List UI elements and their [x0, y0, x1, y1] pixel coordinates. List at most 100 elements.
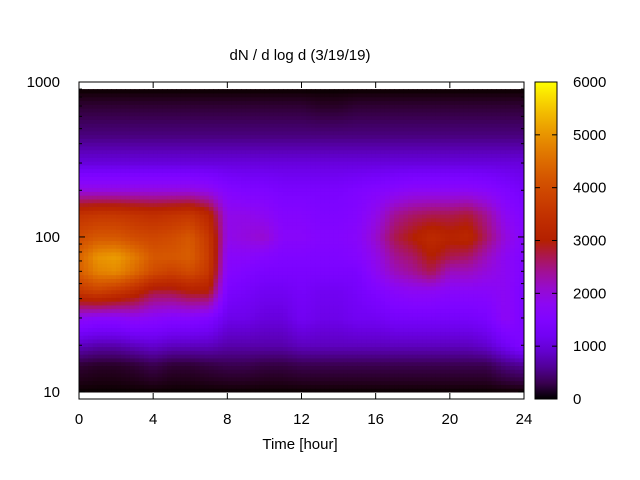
heatmap-cell [338, 369, 344, 374]
heatmap-cell [301, 319, 307, 325]
heatmap-cell [148, 157, 154, 162]
heatmap-cell [255, 161, 261, 166]
heatmap-cell [306, 236, 312, 242]
heatmap-cell [208, 282, 215, 287]
heatmap-cell [255, 119, 261, 124]
heatmap-cell [310, 376, 317, 382]
heatmap-cell [162, 248, 168, 253]
heatmap-cell [213, 115, 219, 120]
heatmap-cell [92, 331, 99, 336]
heatmap-cell [162, 380, 168, 385]
heatmap-cell [329, 236, 335, 242]
heatmap-cell [204, 206, 210, 211]
heatmap-cell [139, 145, 145, 151]
heatmap-cell [92, 104, 99, 109]
heatmap-cell [171, 240, 177, 245]
heatmap-cell [134, 198, 140, 204]
heatmap-cell [190, 179, 196, 185]
heatmap-cell [343, 369, 349, 374]
heatmap-cell [204, 361, 210, 367]
heatmap-cell [162, 335, 168, 340]
heatmap-cell [129, 172, 136, 177]
heatmap-cell [259, 274, 266, 279]
heatmap-cell [120, 263, 126, 268]
heatmap-cell [273, 365, 279, 370]
heatmap-cell [231, 145, 238, 151]
heatmap-cell [111, 293, 117, 298]
heatmap-cell [259, 96, 266, 102]
heatmap-cell [273, 240, 279, 245]
heatmap-cell [111, 202, 117, 208]
heatmap-cell [213, 198, 219, 204]
heatmap-cell [250, 297, 256, 302]
heatmap-cell [204, 369, 210, 374]
heatmap-cell [306, 274, 312, 279]
heatmap-cell [199, 157, 205, 162]
heatmap-cell [157, 342, 164, 348]
heatmap-cell [296, 270, 303, 276]
heatmap-cell [306, 149, 312, 155]
heatmap-cell [347, 153, 354, 158]
heatmap-cell [162, 342, 168, 348]
heatmap-cell [88, 168, 94, 173]
heatmap-cell [153, 232, 159, 238]
heatmap-cell [329, 354, 335, 359]
heatmap-cell [129, 354, 136, 359]
heatmap-cell [227, 365, 233, 370]
heatmap-cell [255, 130, 261, 136]
heatmap-cell [157, 183, 164, 189]
heatmap-cell [357, 217, 363, 223]
heatmap-cell [92, 191, 99, 196]
heatmap-cell [157, 384, 164, 389]
heatmap-cell [120, 179, 126, 185]
heatmap-cell [167, 376, 173, 382]
heatmap-cell [310, 111, 317, 117]
heatmap-cell [176, 153, 182, 158]
heatmap-cell [213, 100, 219, 105]
heatmap-cell [259, 289, 266, 295]
heatmap-cell [361, 187, 367, 192]
heatmap-cell [92, 172, 99, 177]
heatmap-cell [185, 206, 191, 211]
heatmap-cell [92, 308, 99, 314]
heatmap-cell [208, 361, 215, 367]
heatmap-cell [269, 187, 275, 192]
heatmap-cell [111, 142, 117, 147]
heatmap-cell [282, 138, 289, 143]
heatmap-cell [269, 278, 275, 283]
heatmap-cell [106, 316, 113, 321]
heatmap-cell [148, 153, 154, 158]
heatmap-cell [194, 123, 201, 128]
heatmap-cell [129, 225, 136, 230]
heatmap-cell [120, 123, 126, 128]
heatmap-cell [278, 191, 284, 196]
heatmap-cell [287, 138, 293, 143]
heatmap-cell [88, 111, 94, 117]
heatmap-cell [190, 104, 196, 109]
heatmap-cell [106, 214, 113, 219]
heatmap-cell [88, 263, 94, 268]
heatmap-cell [111, 384, 117, 389]
heatmap-cell [125, 263, 131, 268]
heatmap-cell [111, 357, 117, 363]
heatmap-cell [106, 195, 113, 200]
heatmap-cell [361, 282, 367, 287]
heatmap-cell [347, 331, 354, 336]
heatmap-cell [278, 380, 284, 385]
heatmap-cell [306, 244, 312, 249]
heatmap-cell [255, 202, 261, 208]
heatmap-cell [194, 134, 201, 139]
heatmap-cell [245, 240, 252, 245]
heatmap-cell [347, 130, 354, 136]
heatmap-cell [204, 191, 210, 196]
heatmap-cell [227, 350, 233, 355]
heatmap-cell [264, 202, 270, 208]
heatmap-cell [180, 323, 187, 329]
heatmap-cell [153, 225, 159, 230]
heatmap-cell [162, 255, 168, 261]
heatmap-cell [273, 96, 279, 102]
heatmap-cell [194, 161, 201, 166]
heatmap-cell [255, 149, 261, 155]
heatmap-cell [148, 138, 154, 143]
heatmap-cell [129, 267, 136, 272]
